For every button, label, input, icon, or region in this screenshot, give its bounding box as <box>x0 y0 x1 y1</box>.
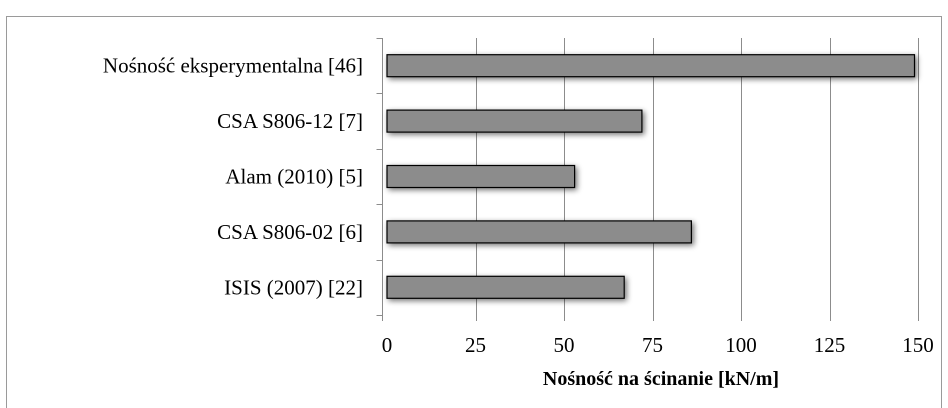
bar <box>386 109 643 133</box>
x-tick-label: 75 <box>642 333 663 357</box>
category-label: Alam (2010) [5] <box>225 165 363 189</box>
x-tick-label: 50 <box>554 333 575 357</box>
chart-frame <box>6 16 942 408</box>
x-tick-labels: 0 25 50 75 100 125 150 <box>382 333 934 357</box>
x-tick-label: 0 <box>382 333 393 357</box>
category-labels: Nośność eksperymentalna [46] CSA S806-12 … <box>103 54 363 300</box>
category-label: Nośność eksperymentalna [46] <box>103 54 363 78</box>
x-axis-title: Nośność na ścinanie [kN/m] <box>543 368 779 390</box>
category-axis <box>376 38 383 321</box>
bar-chart: Nośność eksperymentalna [46] CSA S806-12 … <box>103 38 934 390</box>
category-label: CSA S806-12 [7] <box>217 109 363 133</box>
x-tick-label: 125 <box>814 333 846 357</box>
x-tick-label: 25 <box>465 333 486 357</box>
bars <box>386 54 916 299</box>
category-label: ISIS (2007) [22] <box>224 275 363 299</box>
category-label: CSA S806-02 [6] <box>217 220 363 244</box>
bar <box>386 54 916 78</box>
bar <box>386 275 625 299</box>
bar <box>386 220 692 244</box>
x-tick-label: 100 <box>725 333 757 357</box>
bar <box>386 164 576 189</box>
x-tick-label: 150 <box>902 333 934 357</box>
